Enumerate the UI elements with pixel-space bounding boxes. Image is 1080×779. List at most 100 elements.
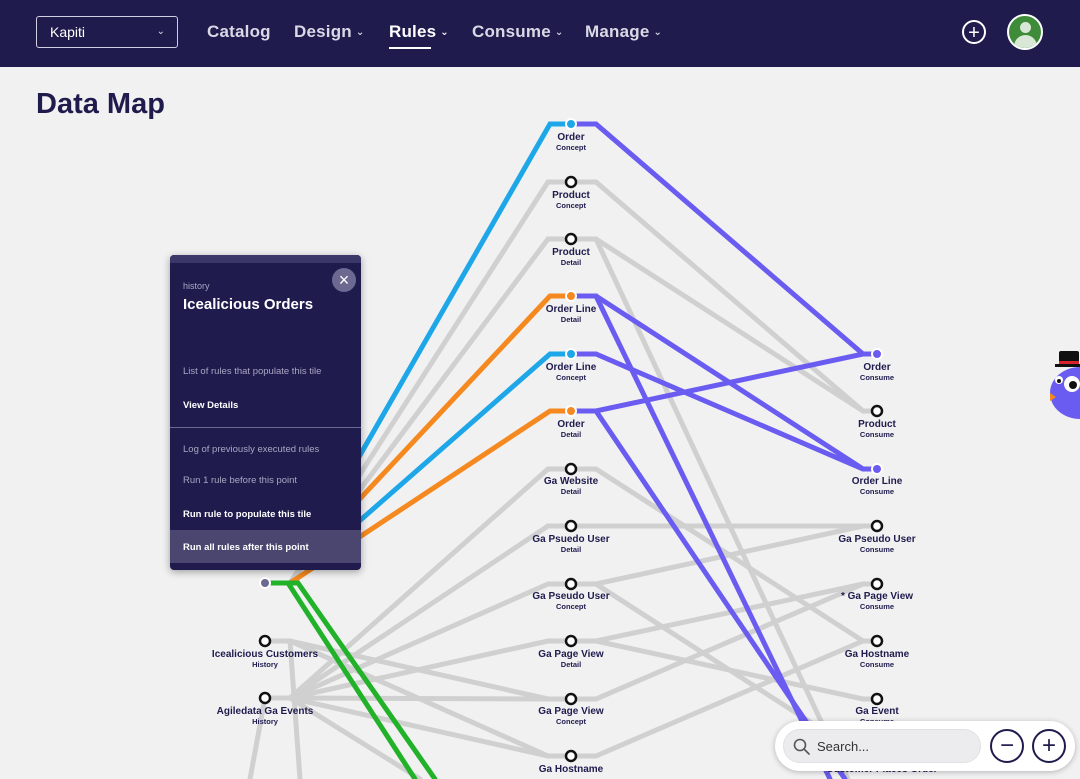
node-label[interactable]: Product Detail xyxy=(501,248,641,267)
map-node[interactable] xyxy=(871,463,883,475)
node-type: Concept xyxy=(556,373,586,382)
node-label[interactable]: Agiledata Ga Events History xyxy=(195,707,335,726)
node-type: Concept xyxy=(556,143,586,152)
map-node[interactable] xyxy=(565,405,577,417)
map-node[interactable] xyxy=(564,749,578,763)
rules-heading: List of rules that populate this tile xyxy=(183,366,322,377)
nav-design[interactable]: Design ⌄ xyxy=(294,22,364,42)
nav-rules-label: Rules xyxy=(389,22,437,41)
map-node[interactable] xyxy=(564,577,578,591)
green-edges xyxy=(262,580,438,779)
nav-consume[interactable]: Consume ⌄ xyxy=(472,22,563,42)
map-node[interactable] xyxy=(870,692,884,706)
node-name: Order xyxy=(557,132,585,143)
node-label[interactable]: Ga Pseudo User Concept xyxy=(501,592,641,611)
mascot-icon[interactable] xyxy=(1046,345,1080,425)
node-name: Icealicious Customers xyxy=(211,649,319,660)
nav-rules[interactable]: Rules ⌄ xyxy=(389,22,449,49)
node-detail-popup: history Icealicious Orders × List of rul… xyxy=(170,255,361,570)
map-node[interactable] xyxy=(564,232,578,246)
node-name: Ga Event xyxy=(855,706,899,717)
chevron-down-icon: ⌄ xyxy=(554,27,564,38)
node-label[interactable]: Ga Page View Detail xyxy=(501,650,641,669)
nav-manage-label: Manage xyxy=(585,22,650,41)
node-label[interactable]: * Ga Page View Consume xyxy=(807,592,947,611)
avatar[interactable] xyxy=(1007,14,1043,50)
map-search-bar: Search... − + xyxy=(775,721,1075,771)
orange-edges xyxy=(287,293,574,586)
search-input[interactable]: Search... xyxy=(783,729,981,763)
node-type: Consume xyxy=(859,602,895,611)
node-name: Product xyxy=(858,419,896,430)
nav-catalog[interactable]: Catalog xyxy=(207,22,271,42)
node-label[interactable]: Order Line Detail xyxy=(501,305,641,324)
node-label[interactable]: Order Concept xyxy=(501,133,641,152)
node-type: Detail xyxy=(560,487,582,496)
node-type: Detail xyxy=(560,258,582,267)
chevron-down-icon: ⌄ xyxy=(440,27,449,38)
run-after-highlight xyxy=(170,530,361,563)
map-node[interactable] xyxy=(870,519,884,533)
map-node[interactable] xyxy=(565,348,577,360)
zoom-in-button[interactable]: + xyxy=(1032,729,1066,763)
zoom-out-button[interactable]: − xyxy=(990,729,1024,763)
map-node[interactable] xyxy=(258,691,272,705)
run-after-button[interactable]: Run all rules after this point xyxy=(183,542,309,553)
node-label[interactable]: Order Consume xyxy=(807,363,947,382)
popup-top-strip xyxy=(170,255,361,263)
node-name: Order xyxy=(557,419,585,430)
map-node[interactable] xyxy=(564,175,578,189)
history-nodes xyxy=(258,577,272,705)
map-node[interactable] xyxy=(870,634,884,648)
node-type: Concept xyxy=(556,201,586,210)
map-node[interactable] xyxy=(564,462,578,476)
node-type: Consume xyxy=(859,373,895,382)
node-type: Consume xyxy=(859,545,895,554)
node-type: History xyxy=(252,717,278,726)
node-label[interactable]: Product Consume xyxy=(807,420,947,439)
run-populate-button[interactable]: Run rule to populate this tile xyxy=(183,509,312,520)
map-node[interactable] xyxy=(258,634,272,648)
node-name: Order xyxy=(863,362,891,373)
node-label[interactable]: Order Line Consume xyxy=(807,477,947,496)
node-label[interactable]: Ga Psuedo User Detail xyxy=(501,535,641,554)
node-label[interactable]: Ga Page View Concept xyxy=(501,707,641,726)
nav-design-label: Design xyxy=(294,22,352,41)
tenant-selector[interactable]: Kapiti ⌄ xyxy=(36,16,178,48)
node-type: Detail xyxy=(560,545,582,554)
popup-title: Icealicious Orders xyxy=(183,296,314,313)
page-title: Data Map xyxy=(36,88,165,120)
node-type: Detail xyxy=(560,430,582,439)
node-label[interactable]: Product Concept xyxy=(501,191,641,210)
map-node[interactable] xyxy=(871,348,883,360)
node-label[interactable]: Ga Website Detail xyxy=(501,477,641,496)
nav-catalog-label: Catalog xyxy=(207,22,271,41)
node-name: Ga Hostname xyxy=(538,764,604,775)
nav-manage[interactable]: Manage ⌄ xyxy=(585,22,662,42)
node-type: Detail xyxy=(560,660,582,669)
node-label[interactable]: Order Line Concept xyxy=(501,363,641,382)
node-label[interactable]: Order Detail xyxy=(501,420,641,439)
map-node[interactable] xyxy=(564,519,578,533)
node-name: Agiledata Ga Events xyxy=(216,706,314,717)
add-icon[interactable]: + xyxy=(962,20,986,44)
view-details-link[interactable]: View Details xyxy=(183,400,239,411)
map-node[interactable] xyxy=(565,118,577,130)
map-node[interactable] xyxy=(564,692,578,706)
map-node[interactable] xyxy=(870,577,884,591)
map-node[interactable] xyxy=(259,577,271,589)
node-label[interactable]: Ga Pseudo User Consume xyxy=(807,535,947,554)
map-node[interactable] xyxy=(564,634,578,648)
node-name: Ga Pseudo User xyxy=(532,591,610,602)
map-node[interactable] xyxy=(565,290,577,302)
node-label[interactable]: Ga Hostname Consume xyxy=(807,650,947,669)
popup-divider xyxy=(170,427,361,428)
node-type: History xyxy=(252,660,278,669)
node-label[interactable]: Ga Hostname xyxy=(501,765,641,775)
node-name: Ga Hostname xyxy=(844,649,910,660)
close-icon[interactable]: × xyxy=(332,268,356,292)
run-before-button[interactable]: Run 1 rule before this point xyxy=(183,475,298,486)
map-node[interactable] xyxy=(870,404,884,418)
chevron-down-icon: ⌄ xyxy=(156,26,165,37)
node-label[interactable]: Icealicious Customers History xyxy=(195,650,335,669)
